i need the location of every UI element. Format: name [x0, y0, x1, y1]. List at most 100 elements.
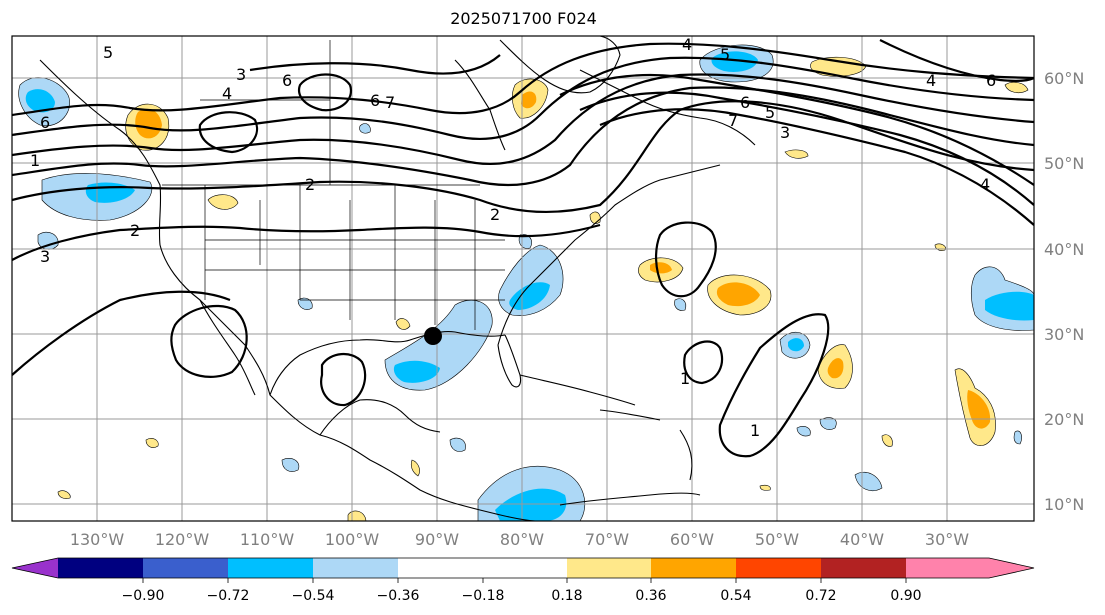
colorbar-extend-high	[906, 558, 1034, 578]
contour-1-ring3	[683, 340, 724, 385]
lon-label: 100°W	[325, 530, 380, 549]
contour-label: 6	[40, 113, 50, 132]
lon-label: 130°W	[70, 530, 125, 549]
colorbar-tick-label: −0.18	[462, 588, 505, 604]
contour-ring-small2	[298, 73, 353, 112]
contour-label: 3	[40, 247, 50, 266]
colorbar-extend-low	[12, 558, 58, 578]
colorbar-tick-label: 0.18	[551, 588, 582, 604]
anomaly-pos-nat1	[810, 56, 867, 77]
lon-label: 60°W	[670, 530, 714, 549]
contour-label: 5	[720, 45, 730, 64]
storm-center-marker	[424, 327, 442, 345]
anomaly-pos-bc-core	[135, 108, 162, 139]
anomaly-pos-small1	[207, 194, 239, 210]
contour-4	[12, 73, 1034, 166]
anomaly-neg-small6	[819, 417, 837, 430]
lat-label: 20°N	[1044, 410, 1084, 429]
colorbar-segment	[651, 558, 736, 578]
anomaly-neg-hudson-core	[711, 51, 758, 72]
anomaly-pos-small10	[410, 459, 420, 477]
contour-6	[12, 42, 1034, 117]
colorbar-segment	[313, 558, 398, 578]
colorbar-segment	[567, 558, 651, 578]
contour-1-ring1	[170, 305, 248, 378]
contour-label: 3	[780, 123, 790, 142]
lat-label: 50°N	[1044, 154, 1084, 173]
lon-label: 40°W	[840, 530, 884, 549]
lat-label: 40°N	[1044, 240, 1084, 259]
longitude-labels: 130°W 120°W 110°W 100°W 90°W 80°W 70°W 6…	[70, 530, 969, 549]
colorbar-segment	[228, 558, 313, 578]
contour-label: 2	[305, 175, 315, 194]
contour-label: 1	[680, 369, 690, 388]
state-borders	[162, 40, 505, 330]
lat-label: 10°N	[1044, 495, 1084, 514]
contour-label: 3	[236, 65, 246, 84]
anomaly-pos-small6	[881, 434, 893, 447]
contour-ring-small	[198, 111, 258, 154]
anomaly-neg-small7	[1013, 430, 1022, 445]
contour-label: 1	[750, 421, 760, 440]
contour-5	[12, 56, 1034, 141]
anomaly-neg-carib-core	[495, 488, 567, 521]
colorbar-tick-label: −0.54	[292, 588, 335, 604]
anomaly-neg-atl-east-core	[985, 291, 1034, 321]
anomaly-pos-atl2-core	[716, 282, 760, 307]
contour-label: 4	[222, 84, 232, 103]
anomaly-pos-small5	[57, 490, 71, 499]
map-title: 2025071700 F024	[450, 9, 597, 28]
anomaly-neg-gulf-core	[393, 360, 440, 383]
contour-1-west	[12, 290, 231, 376]
lat-label: 60°N	[1044, 69, 1084, 88]
anomaly-neg-small1	[297, 297, 313, 310]
contour-label: 6	[282, 71, 292, 90]
colorbar-tick-labels: −0.90 −0.72 −0.54 −0.36 −0.18 0.18 0.36 …	[122, 588, 922, 604]
lon-label: 30°W	[925, 530, 969, 549]
lat-label: 30°N	[1044, 325, 1084, 344]
contour-label: 4	[682, 35, 692, 54]
colorbar-segment	[821, 558, 906, 578]
anomaly-neg-pac2	[37, 231, 59, 250]
lon-label: 70°W	[585, 530, 629, 549]
contours	[12, 39, 1034, 458]
anomaly-pos-atl3-core	[827, 358, 844, 379]
anomaly-neg-small2	[281, 458, 300, 472]
contour-label: 4	[926, 71, 936, 90]
anomaly-neg-southeast-core	[509, 282, 550, 310]
colorbar-tick-label: −0.72	[207, 588, 250, 604]
contour-label: 6	[986, 71, 996, 90]
colorbar-tick-label: 0.36	[635, 588, 666, 604]
anomaly-pos-small8	[589, 211, 601, 224]
contour-8-north	[879, 39, 1034, 82]
colorbar-segment	[58, 558, 143, 578]
colorbar-tick-label: 0.72	[805, 588, 836, 604]
contour-2-south	[12, 223, 601, 261]
contour-7-north	[599, 108, 1034, 226]
lon-label: 50°W	[755, 530, 799, 549]
contour-label: 6	[370, 91, 380, 110]
contour-3	[12, 86, 1034, 187]
contour-1-long	[718, 313, 830, 458]
anomaly-neg-small5	[796, 426, 811, 437]
anomaly-neg-small9	[674, 298, 687, 311]
contour-label: 1	[30, 151, 40, 170]
anomaly-pos-small7	[784, 149, 809, 159]
contour-label: 5	[765, 103, 775, 122]
graticule	[12, 36, 1034, 521]
contour-label: 4	[980, 175, 990, 194]
lon-label: 80°W	[500, 530, 544, 549]
contour-label: 7	[385, 93, 395, 112]
contour-1-ring2	[320, 353, 367, 407]
colorbar-segment	[736, 558, 821, 578]
contour-label: 7	[728, 111, 738, 130]
contour-7	[249, 54, 501, 75]
colorbar	[11, 557, 1035, 583]
colorbar-tick-label: 0.54	[720, 588, 751, 604]
lon-label: 120°W	[155, 530, 210, 549]
anomaly-neg-bc-core	[25, 89, 55, 113]
contour-label: 5	[103, 43, 113, 62]
contour-labels: 2 2 3 3 4 4 5 5 6 6 6 7 1 1 2 3 4 5 6 7 …	[30, 35, 996, 440]
colorbar-tick-label: −0.36	[377, 588, 420, 604]
